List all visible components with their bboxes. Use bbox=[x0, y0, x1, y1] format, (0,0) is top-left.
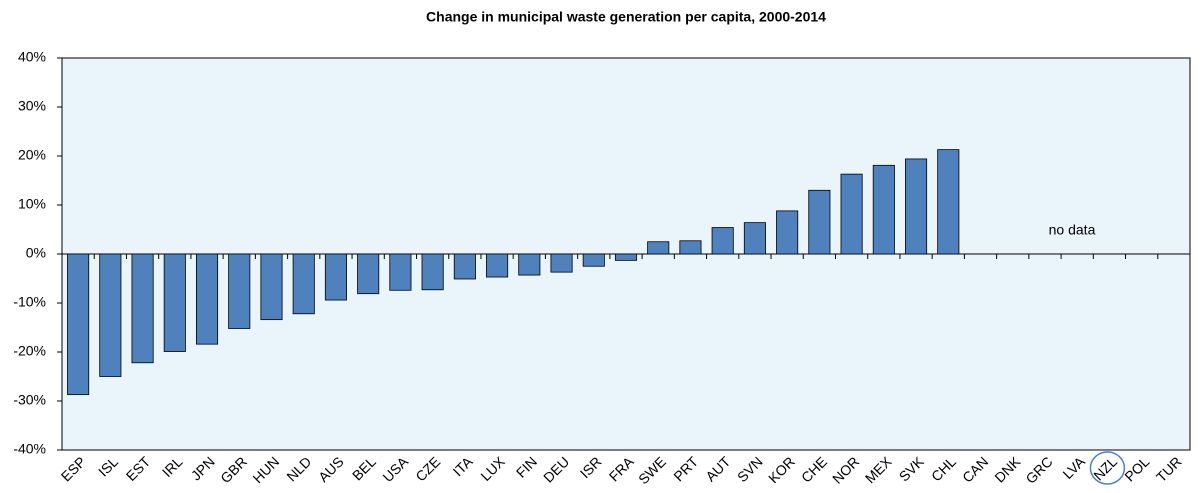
bar bbox=[808, 189, 831, 255]
x-tick-label: CHL bbox=[928, 453, 959, 484]
bar bbox=[421, 253, 444, 291]
y-tick-label: -30% bbox=[13, 392, 46, 408]
x-tick-label: NLD bbox=[283, 453, 314, 484]
x-tick-label: CHE bbox=[798, 453, 830, 485]
bar bbox=[292, 253, 315, 315]
y-tick-label: 40% bbox=[18, 49, 46, 65]
x-tick-label: TUR bbox=[1153, 453, 1185, 485]
bar bbox=[905, 158, 928, 255]
bar bbox=[357, 253, 380, 295]
x-tick-label: FIN bbox=[513, 453, 540, 480]
x-tick-label: HUN bbox=[249, 453, 282, 486]
x-tick-label: DEU bbox=[540, 453, 572, 485]
x-tick-label: IRL bbox=[159, 453, 186, 480]
x-tick-label: SVK bbox=[896, 453, 928, 485]
bar bbox=[67, 253, 90, 396]
bar bbox=[937, 149, 960, 255]
bar bbox=[679, 240, 702, 255]
x-tick-label: LVA bbox=[1059, 453, 1088, 482]
x-tick-label: GRC bbox=[1022, 453, 1055, 486]
x-tick-label: CZE bbox=[412, 453, 443, 484]
x-tick-label: SVN bbox=[734, 453, 766, 485]
bar bbox=[582, 253, 605, 267]
chart-title: Change in municipal waste generation per… bbox=[426, 9, 826, 25]
bar bbox=[711, 227, 734, 255]
bar bbox=[550, 253, 573, 273]
y-tick-label: -20% bbox=[13, 343, 46, 359]
bar bbox=[453, 253, 476, 280]
x-tick-label: JPN bbox=[188, 453, 218, 483]
x-tick-label: ITA bbox=[450, 453, 476, 479]
x-tick-label: FRA bbox=[606, 453, 638, 485]
x-tick-label: NOR bbox=[829, 453, 862, 486]
bar bbox=[486, 253, 509, 278]
bar bbox=[647, 241, 670, 255]
x-tick-label: KOR bbox=[765, 453, 798, 486]
bar bbox=[518, 253, 541, 276]
bar bbox=[228, 253, 251, 329]
bar bbox=[99, 253, 122, 377]
x-tick-label: AUS bbox=[315, 453, 347, 485]
x-tick-label: MEX bbox=[862, 453, 895, 486]
y-tick-label: 0% bbox=[26, 245, 46, 261]
bar bbox=[260, 253, 283, 321]
x-tick-label: ESP bbox=[58, 453, 89, 484]
x-tick-label: BEL bbox=[349, 453, 379, 483]
bar bbox=[324, 253, 347, 301]
y-tick-label: -40% bbox=[13, 441, 46, 457]
bar bbox=[743, 222, 766, 255]
x-tick-label: SWE bbox=[635, 453, 669, 487]
y-tick-label: -10% bbox=[13, 294, 46, 310]
x-tick-label: DNK bbox=[991, 453, 1024, 486]
y-tick-label: 20% bbox=[18, 147, 46, 163]
x-tick-label: GBR bbox=[217, 453, 250, 486]
x-tick-label: ISR bbox=[577, 453, 605, 481]
bar bbox=[614, 253, 638, 261]
bar bbox=[840, 173, 863, 255]
x-tick-label: PRT bbox=[670, 453, 701, 484]
bar bbox=[776, 210, 799, 255]
x-tick-label: POL bbox=[1121, 453, 1152, 484]
x-tick-label: USA bbox=[379, 453, 411, 485]
y-tick-label: 30% bbox=[18, 98, 46, 114]
y-tick-label: 10% bbox=[18, 196, 46, 212]
bar bbox=[195, 253, 219, 345]
x-tick-label: EST bbox=[123, 453, 154, 484]
bar bbox=[872, 164, 895, 255]
bar bbox=[131, 253, 154, 364]
x-tick-label: CAN bbox=[959, 453, 991, 485]
highlight-circle bbox=[1089, 451, 1126, 485]
x-tick-label: AUT bbox=[702, 453, 733, 484]
bar bbox=[389, 253, 412, 291]
bar bbox=[163, 253, 186, 352]
x-tick-label: LUX bbox=[477, 453, 508, 484]
x-tick-label: ISL bbox=[95, 453, 121, 479]
annotation: no data bbox=[1049, 222, 1096, 238]
